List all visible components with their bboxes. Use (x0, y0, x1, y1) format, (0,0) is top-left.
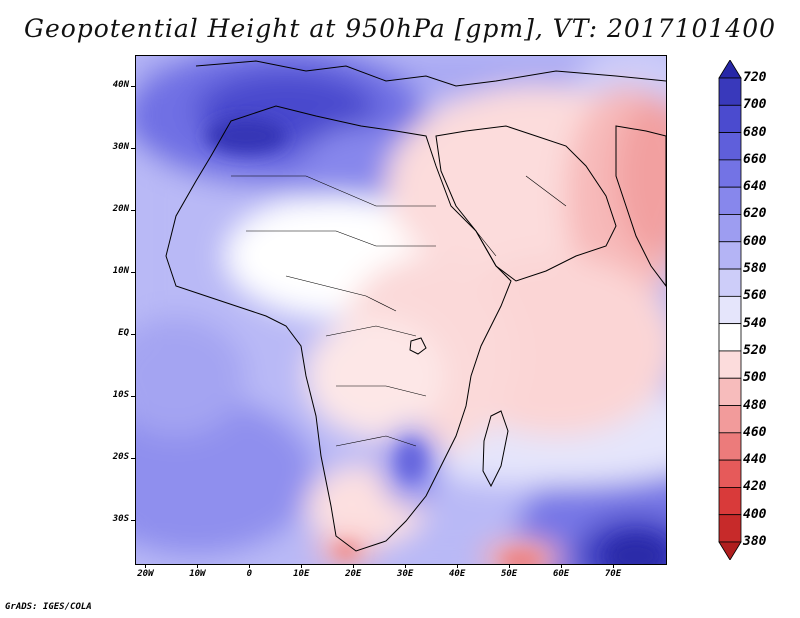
lat-label: 20S (112, 451, 129, 462)
lon-tick (249, 564, 251, 568)
lat-tick (131, 147, 135, 149)
lat-tick (131, 209, 135, 211)
lat-label: EQ (118, 327, 129, 338)
lon-label: 30E (397, 569, 414, 579)
coastline-layer (165, 60, 666, 552)
borders (231, 175, 567, 447)
india-coastline (615, 125, 666, 287)
lon-tick (301, 564, 303, 568)
lon-tick (197, 564, 199, 568)
chart-title: Geopotential Height at 950hPa [gpm], VT:… (23, 14, 777, 43)
lon-tick (561, 564, 563, 568)
lon-label: 20W (137, 569, 154, 579)
colorbar-level-label: 660 (743, 151, 767, 167)
lat-tick (131, 395, 135, 397)
credit-text: GrADS: IGES/COLA (5, 602, 92, 612)
colorbar (718, 60, 742, 560)
colorbar-swatch (718, 459, 742, 488)
colorbar-swatch (718, 432, 742, 461)
lon-tick (405, 564, 407, 568)
colorbar-level-label: 460 (743, 424, 767, 440)
lon-label: 50E (500, 569, 518, 579)
colorbar-level-label: 540 (743, 315, 767, 331)
colorbar-level-label: 640 (743, 179, 767, 195)
lat-label: 10S (112, 389, 129, 400)
lon-label: 0 (246, 569, 253, 579)
detail-field-layer (206, 118, 666, 564)
lat-tick (131, 85, 135, 87)
colorbar-top-arrow (718, 60, 742, 79)
lat-label: 20N (112, 203, 129, 214)
map-canvas (136, 56, 666, 564)
lon-label: 60E (552, 569, 570, 579)
colorbar-swatch (718, 350, 742, 379)
lon-tick (353, 564, 355, 568)
lat-tick (131, 519, 135, 521)
europe-coastline (195, 60, 666, 87)
lon-label: 20E (345, 569, 362, 579)
lon-label: 10W (189, 569, 206, 579)
colorbar-level-label: 420 (743, 479, 767, 495)
colorbar-level-label: 580 (743, 261, 767, 277)
lon-tick (145, 564, 147, 568)
colorbar-swatch (718, 405, 742, 434)
lat-label: 30S (112, 513, 129, 524)
madagascar-coastline (482, 410, 509, 488)
colorbar-level-label: 500 (743, 370, 767, 386)
colorbar-level-label: 720 (743, 70, 767, 85)
lat-label: 10N (112, 265, 129, 276)
colorbar-swatch (718, 241, 742, 270)
colorbar-swatch (718, 295, 742, 325)
lon-label: 70E (604, 569, 622, 579)
lat-label: 30N (112, 141, 129, 152)
colorbar-swatch (718, 268, 742, 297)
africa-coastline (165, 105, 512, 552)
lon-tick (613, 564, 615, 568)
lon-label: 10E (293, 569, 310, 579)
colorbar-swatch (718, 186, 742, 215)
lon-label: 40E (449, 569, 466, 579)
lat-label: 40N (112, 79, 129, 90)
lat-tick (131, 333, 135, 335)
height-field-layer (136, 56, 666, 564)
colorbar-level-label: 440 (743, 452, 767, 468)
colorbar-swatch (718, 377, 742, 406)
lon-tick (509, 564, 511, 568)
colorbar-swatch (718, 159, 742, 188)
colorbar-swatch (718, 77, 742, 106)
colorbar-level-label: 560 (743, 288, 767, 304)
arabia-coastline (435, 125, 617, 282)
colorbar-level-label: 520 (743, 342, 767, 358)
map-plot-area[interactable] (135, 55, 667, 565)
colorbar-level-label: 480 (743, 397, 767, 413)
colorbar-bottom-arrow (718, 541, 742, 560)
colorbar-swatch (718, 514, 742, 543)
colorbar-swatch (718, 132, 742, 161)
colorbar-level-label: 400 (743, 506, 767, 522)
colorbar-level-label: 680 (743, 124, 767, 140)
lake-victoria (409, 337, 427, 355)
lat-tick (131, 271, 135, 273)
lat-tick (131, 457, 135, 459)
colorbar-level-label: 620 (743, 206, 767, 222)
lon-tick (457, 564, 459, 568)
colorbar-level-label: 700 (743, 97, 767, 113)
colorbar-swatch (718, 487, 742, 516)
colorbar-swatch (718, 323, 742, 352)
colorbar-level-label: 380 (743, 534, 767, 549)
colorbar-swatch (718, 214, 742, 243)
colorbar-swatch (718, 104, 742, 133)
colorbar-level-label: 600 (743, 233, 767, 249)
